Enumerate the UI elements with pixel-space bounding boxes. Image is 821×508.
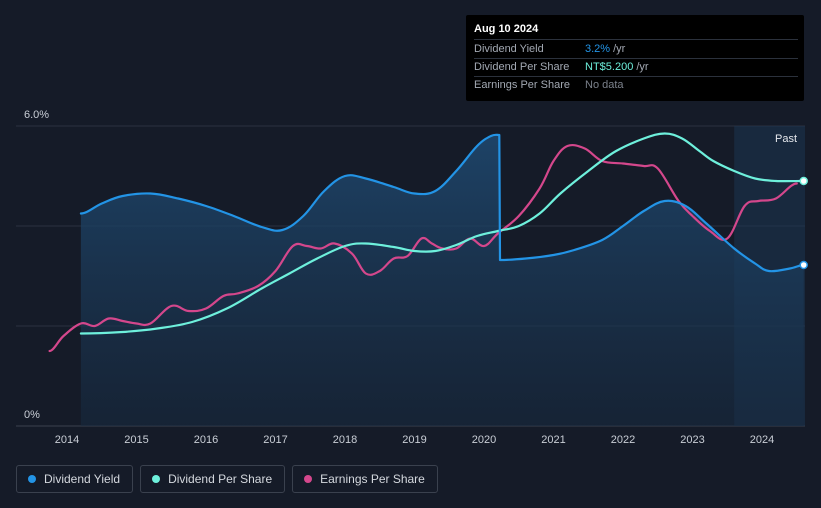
x-tick-label: 2022 <box>611 434 635 446</box>
tooltip-label: Dividend Per Share <box>474 61 570 73</box>
dividend-yield-area <box>80 134 804 426</box>
x-tick-label: 2019 <box>402 434 426 446</box>
x-tick-label: 2016 <box>194 434 218 446</box>
x-tick-label: 2015 <box>124 434 148 446</box>
legend: Dividend Yield Dividend Per Share Earnin… <box>16 465 438 493</box>
tooltip-row-earnings-per-share: Earnings Per Share No data <box>474 77 796 94</box>
legend-dot-icon <box>304 475 313 483</box>
tooltip-label: Dividend Yield <box>474 43 544 55</box>
tooltip-value: No data <box>585 77 627 94</box>
x-tick-label: 2014 <box>55 434 79 446</box>
tooltip-value: NT$5.200/yr <box>585 59 649 76</box>
dividend-yield-line <box>79 133 805 273</box>
x-tick-label: 2017 <box>263 434 287 446</box>
past-label: Past <box>775 133 797 145</box>
tooltip-value-text: 3.2% <box>585 43 611 55</box>
legend-dot-icon <box>152 475 161 483</box>
legend-label: Dividend Yield <box>44 472 121 486</box>
tooltip-row-dividend-yield: Dividend Yield 3.2%/yr <box>474 41 796 58</box>
legend-item-earnings-per-share[interactable]: Earnings Per Share <box>292 465 438 493</box>
tooltip: Aug 10 2024 Dividend Yield 3.2%/yr Divid… <box>466 15 804 101</box>
tooltip-divider <box>474 76 798 77</box>
dividend-per-share-line <box>79 132 805 335</box>
tooltip-value: 3.2%/yr <box>585 41 625 58</box>
legend-dot-icon <box>28 475 36 483</box>
x-tick-label: 2021 <box>541 434 565 446</box>
earnings-per-share-line <box>48 143 798 353</box>
y-tick-label: 6.0% <box>24 109 49 121</box>
x-tick-label: 2023 <box>680 434 704 446</box>
x-tick-label: 2020 <box>472 434 496 446</box>
tooltip-unit: /yr <box>613 43 626 55</box>
y-tick-label: 0% <box>24 409 40 421</box>
dividend-yield-end-marker <box>799 260 808 270</box>
tooltip-date: Aug 10 2024 <box>474 23 539 35</box>
tooltip-label: Earnings Per Share <box>474 79 570 91</box>
legend-label: Earnings Per Share <box>320 472 425 486</box>
tooltip-divider <box>474 39 798 40</box>
legend-item-dividend-per-share[interactable]: Dividend Per Share <box>140 465 286 493</box>
tooltip-row-dividend-per-share: Dividend Per Share NT$5.200/yr <box>474 59 796 76</box>
legend-item-dividend-yield[interactable]: Dividend Yield <box>16 465 134 493</box>
legend-label: Dividend Per Share <box>168 472 273 486</box>
tooltip-value-text: NT$5.200 <box>585 61 634 73</box>
tooltip-divider <box>474 58 798 59</box>
tooltip-unit: /yr <box>636 61 649 73</box>
tooltip-value-text: No data <box>585 79 624 91</box>
dividend-per-share-end-marker <box>799 176 808 186</box>
x-tick-label: 2018 <box>333 434 357 446</box>
x-tick-label: 2024 <box>750 434 774 446</box>
